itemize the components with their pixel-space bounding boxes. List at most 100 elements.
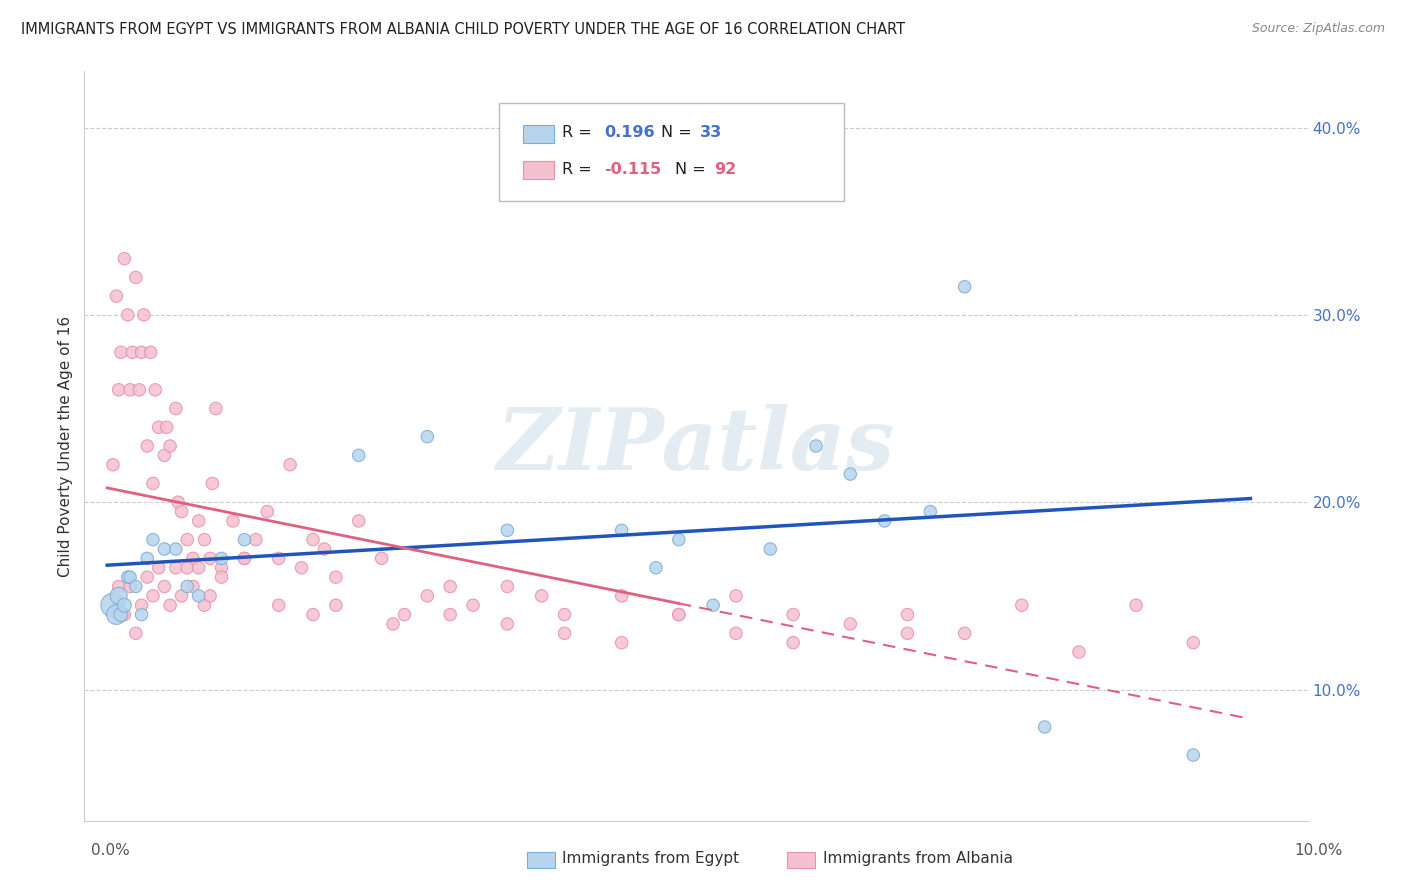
Point (314, 541, 336, 557)
Point (105, 607, 128, 622)
Point (610, 589, 633, 603)
Point (156, 420, 179, 434)
Text: R =: R = (562, 162, 598, 177)
Point (267, 551, 290, 566)
Point (193, 533, 215, 547)
Point (953, 280, 976, 294)
Point (256, 505, 278, 519)
Point (461, 599, 484, 613)
Point (101, 458, 124, 472)
Point (148, 420, 170, 434)
Point (170, 505, 193, 519)
Point (416, 430, 439, 444)
Point (804, 439, 827, 453)
Point (153, 449, 176, 463)
Point (290, 561, 312, 575)
Point (302, 607, 325, 622)
Point (245, 533, 267, 547)
Point (176, 580, 198, 594)
Point (553, 626, 575, 640)
Point (112, 599, 135, 613)
Point (278, 458, 301, 472)
Point (143, 383, 166, 397)
Point (724, 589, 747, 603)
Point (131, 345, 153, 359)
Point (920, 505, 942, 519)
Text: -0.115: -0.115 (605, 162, 662, 177)
Text: Immigrants from Egypt: Immigrants from Egypt (562, 852, 740, 866)
Point (724, 186, 747, 201)
Point (176, 533, 198, 547)
Point (496, 580, 519, 594)
Point (159, 439, 181, 453)
Point (120, 580, 142, 594)
Point (553, 607, 575, 622)
Point (193, 599, 215, 613)
Point (394, 607, 416, 622)
Point (873, 514, 896, 528)
Point (668, 533, 690, 547)
Point (142, 589, 165, 603)
Point (181, 551, 204, 566)
Point (167, 495, 190, 509)
Point (1011, 599, 1033, 613)
Text: Immigrants from Albania: Immigrants from Albania (823, 852, 1012, 866)
Text: 0.0%: 0.0% (91, 843, 131, 858)
Point (759, 541, 782, 557)
Point (302, 533, 325, 547)
Text: ZIPatlas: ZIPatlas (496, 404, 896, 488)
Point (382, 617, 405, 632)
Point (896, 626, 918, 640)
Point (101, 599, 124, 613)
Text: 0.196: 0.196 (605, 126, 655, 140)
Point (128, 383, 150, 397)
Point (1125, 599, 1147, 613)
Point (1182, 636, 1205, 650)
Text: 33: 33 (700, 126, 723, 140)
Point (136, 551, 159, 566)
Point (112, 252, 135, 266)
Point (211, 561, 233, 575)
Text: Source: ZipAtlas.com: Source: ZipAtlas.com (1251, 22, 1385, 36)
Point (120, 383, 142, 397)
Point (702, 599, 724, 613)
Point (165, 541, 187, 557)
Text: 10.0%: 10.0% (1295, 843, 1343, 858)
Point (233, 533, 256, 547)
Text: 92: 92 (714, 162, 737, 177)
Point (187, 589, 209, 603)
Point (416, 589, 439, 603)
Point (153, 580, 176, 594)
Point (267, 599, 290, 613)
Point (105, 289, 128, 303)
Text: R =: R = (562, 126, 598, 140)
Point (222, 514, 245, 528)
Point (668, 607, 690, 622)
Point (132, 308, 155, 322)
Point (496, 617, 519, 632)
Point (347, 449, 370, 463)
Point (187, 514, 209, 528)
Point (782, 607, 804, 622)
Point (610, 636, 633, 650)
Point (782, 636, 804, 650)
Point (142, 533, 165, 547)
Text: N =: N = (675, 162, 711, 177)
Text: IMMIGRANTS FROM EGYPT VS IMMIGRANTS FROM ALBANIA CHILD POVERTY UNDER THE AGE OF : IMMIGRANTS FROM EGYPT VS IMMIGRANTS FROM… (21, 22, 905, 37)
Point (233, 551, 256, 566)
Point (170, 589, 193, 603)
Point (530, 589, 553, 603)
Point (107, 580, 129, 594)
Point (668, 607, 690, 622)
Point (839, 467, 862, 482)
Point (131, 607, 153, 622)
Point (201, 476, 224, 491)
Point (148, 561, 170, 575)
Point (120, 570, 142, 584)
Point (110, 607, 132, 622)
Point (165, 401, 187, 416)
Point (205, 401, 228, 416)
Y-axis label: Child Poverty Under the Age of 16: Child Poverty Under the Age of 16 (58, 316, 73, 576)
Point (110, 345, 132, 359)
Point (724, 626, 747, 640)
